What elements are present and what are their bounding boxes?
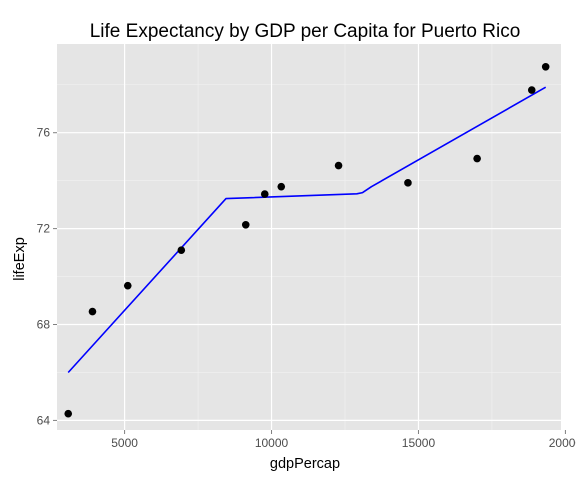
y-tick-label: 68 (37, 318, 51, 332)
y-tick-label: 76 (37, 126, 51, 140)
data-point (177, 246, 186, 254)
plot-panel (57, 44, 561, 430)
x-axis-title: gdpPercap (270, 456, 340, 472)
data-point (277, 182, 286, 191)
data-point (241, 220, 250, 229)
data-point (473, 154, 481, 163)
data-point (64, 409, 73, 418)
data-point (527, 86, 536, 94)
minor-gridlines (57, 44, 561, 430)
data-points (64, 62, 550, 418)
y-tick-label: 72 (37, 222, 51, 236)
data-point (541, 62, 550, 71)
major-gridlines (57, 44, 567, 430)
trend-line (67, 86, 547, 374)
data-point (88, 307, 97, 316)
data-point (404, 179, 412, 187)
y-axis-ticks: 64 68 72 76 (37, 126, 57, 427)
data-point (123, 281, 132, 290)
x-axis-ticks: 5000 10000 15000 20000 (111, 430, 576, 450)
y-tick-label: 64 (37, 413, 51, 427)
y-axis-title: lifeExp (12, 237, 28, 281)
x-tick-label: 5000 (111, 436, 138, 450)
x-tick-label: 15000 (402, 436, 436, 450)
data-point (260, 190, 269, 198)
x-tick-label: 20000 (549, 436, 576, 450)
chart-title: Life Expectancy by GDP per Capita for Pu… (90, 21, 521, 42)
data-point (334, 161, 343, 170)
x-tick-label: 10000 (255, 436, 289, 450)
